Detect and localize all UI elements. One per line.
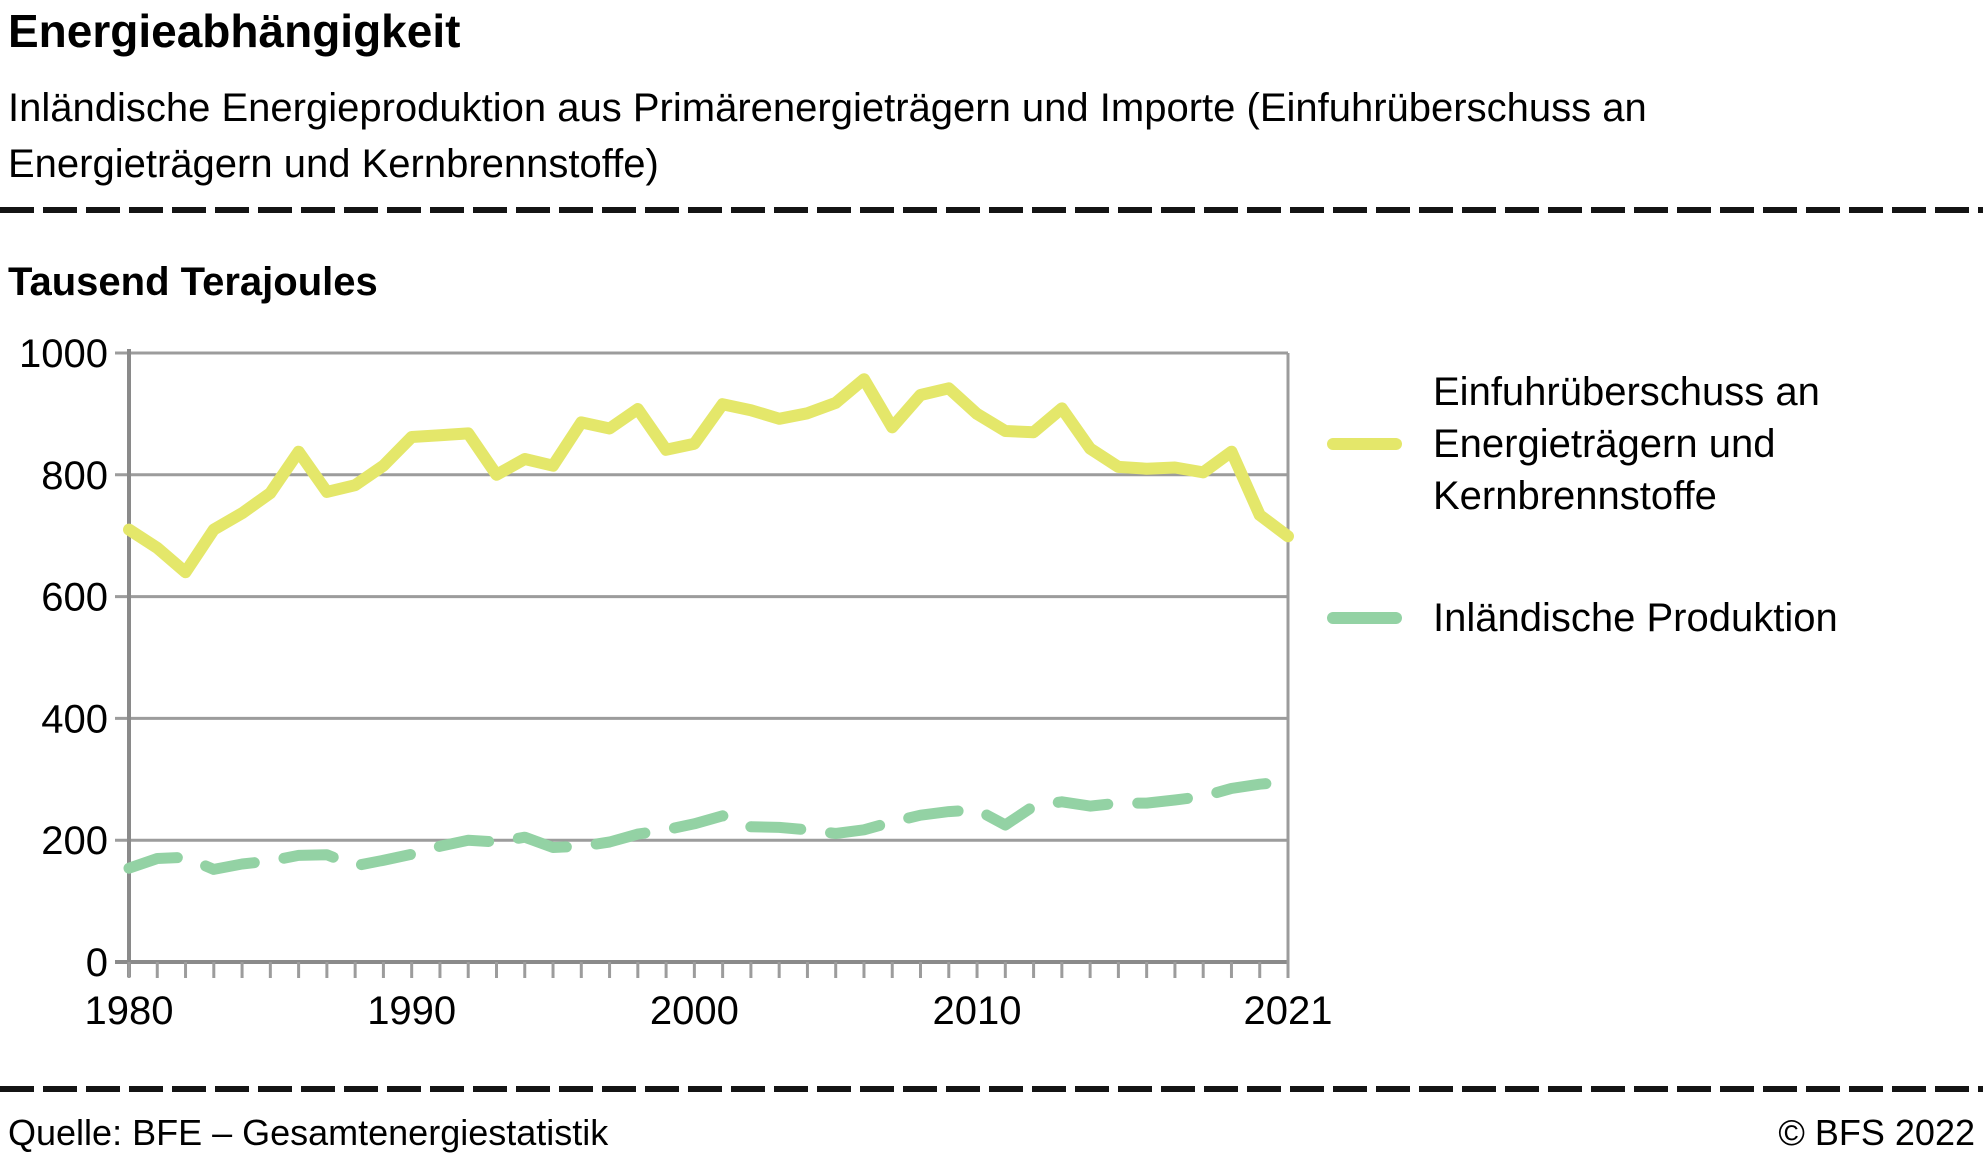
y-tick-label-0: 0: [86, 941, 108, 985]
legend: Einfuhrüberschuss an Energieträgern und …: [1327, 366, 1977, 644]
page-title: Energieabhängigkeit: [8, 5, 461, 57]
subtitle-line-2: Energieträgern und Kernbrennstoffe): [8, 142, 659, 186]
source-note: Quelle: BFE – Gesamtenergiestatistik: [8, 1112, 609, 1153]
x-tick-label-1980: 1980: [85, 989, 174, 1033]
legend-label-einfuhrueberschuss: Einfuhrüberschuss an Energieträgern und …: [1433, 370, 1820, 518]
y-tick-label-400: 400: [41, 697, 108, 741]
header-divider: [0, 207, 1983, 213]
copyright-note: © BFS 2022: [1778, 1112, 1975, 1153]
legend-item-inlaendische-produktion: Inländische Produktion: [1327, 592, 1977, 644]
y-axis-unit-label: Tausend Terajoules: [8, 260, 378, 304]
x-tick-label-2010: 2010: [933, 989, 1022, 1033]
legend-swatch-einfuhrueberschuss: [1327, 438, 1402, 450]
chart-subtitle: Inländische Energieproduktion aus Primär…: [8, 80, 1647, 192]
y-tick-label-1000: 1000: [19, 332, 108, 376]
series-line-inlaendische-produktion: [123, 776, 1294, 875]
x-tick-label-2021: 2021: [1244, 989, 1333, 1033]
y-tick-label-600: 600: [41, 576, 108, 620]
x-tick-label-2000: 2000: [650, 989, 739, 1033]
y-tick-label-200: 200: [41, 819, 108, 863]
footer-divider: [0, 1086, 1983, 1092]
legend-swatch-inlaendische-produktion: [1327, 612, 1402, 624]
legend-item-einfuhrueberschuss: Einfuhrüberschuss an Energieträgern und …: [1327, 366, 1977, 522]
series-line-einfuhrueberschuss: [123, 373, 1294, 579]
legend-label-inlaendische-produktion: Inländische Produktion: [1433, 596, 1838, 640]
footer: Quelle: BFE – Gesamtenergiestatistik © B…: [0, 1112, 1983, 1154]
subtitle-line-1: Inländische Energieproduktion aus Primär…: [8, 86, 1647, 130]
x-tick-label-1990: 1990: [367, 989, 456, 1033]
y-tick-label-800: 800: [41, 454, 108, 498]
